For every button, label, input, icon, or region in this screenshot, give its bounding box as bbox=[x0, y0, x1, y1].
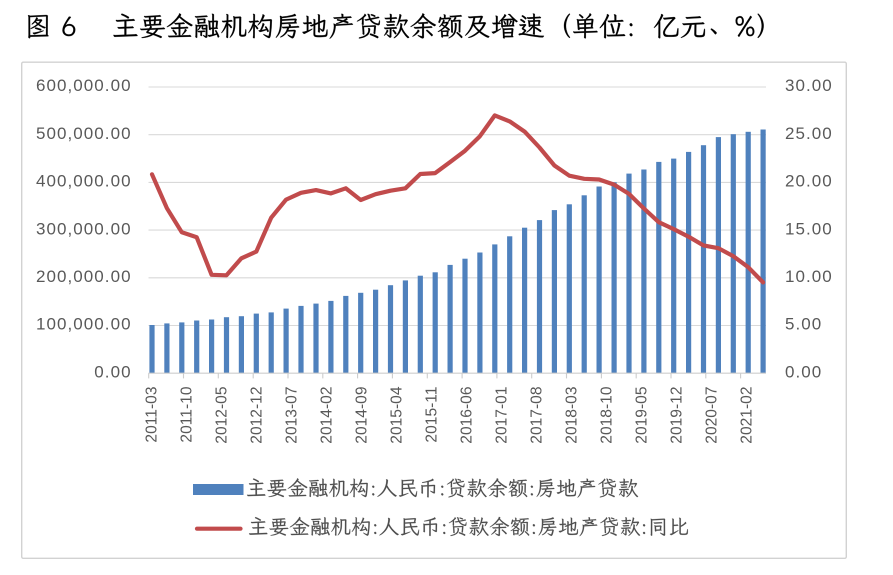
svg-text:2015-04: 2015-04 bbox=[389, 386, 406, 444]
svg-text:500,000.00: 500,000.00 bbox=[36, 124, 132, 143]
svg-text:2019-12: 2019-12 bbox=[669, 387, 686, 444]
svg-text:10.00: 10.00 bbox=[785, 267, 833, 286]
svg-text:600,000.00: 600,000.00 bbox=[36, 76, 132, 95]
svg-text:100,000.00: 100,000.00 bbox=[36, 315, 132, 334]
svg-text:2018-10: 2018-10 bbox=[599, 386, 616, 444]
svg-text:2017-08: 2017-08 bbox=[529, 387, 546, 444]
svg-text:0.00: 0.00 bbox=[94, 362, 131, 381]
svg-text:2013-07: 2013-07 bbox=[284, 387, 301, 444]
svg-text:20.00: 20.00 bbox=[785, 172, 833, 191]
svg-text:5.00: 5.00 bbox=[785, 315, 822, 334]
svg-text:2020-07: 2020-07 bbox=[704, 387, 721, 444]
svg-text:2012-05: 2012-05 bbox=[214, 386, 231, 444]
svg-text:2017-01: 2017-01 bbox=[494, 387, 511, 444]
svg-text:2015-11: 2015-11 bbox=[424, 387, 441, 443]
svg-text:25.00: 25.00 bbox=[785, 124, 833, 143]
svg-text:2018-03: 2018-03 bbox=[564, 387, 581, 444]
svg-text:0.00: 0.00 bbox=[785, 362, 822, 381]
svg-text:2019-05: 2019-05 bbox=[634, 386, 651, 444]
svg-text:2014-09: 2014-09 bbox=[354, 387, 371, 444]
svg-text:2016-06: 2016-06 bbox=[459, 387, 476, 444]
svg-text:15.00: 15.00 bbox=[785, 219, 833, 238]
svg-text:2021-02: 2021-02 bbox=[739, 387, 756, 444]
svg-text:30.00: 30.00 bbox=[785, 76, 833, 95]
svg-text:2011-10: 2011-10 bbox=[179, 386, 196, 442]
svg-text:300,000.00: 300,000.00 bbox=[36, 219, 132, 238]
svg-text:2014-02: 2014-02 bbox=[319, 387, 336, 444]
svg-text:400,000.00: 400,000.00 bbox=[36, 172, 132, 191]
svg-text:2011-03: 2011-03 bbox=[144, 387, 161, 443]
svg-text:200,000.00: 200,000.00 bbox=[36, 267, 132, 286]
svg-text:2012-12: 2012-12 bbox=[249, 387, 266, 444]
